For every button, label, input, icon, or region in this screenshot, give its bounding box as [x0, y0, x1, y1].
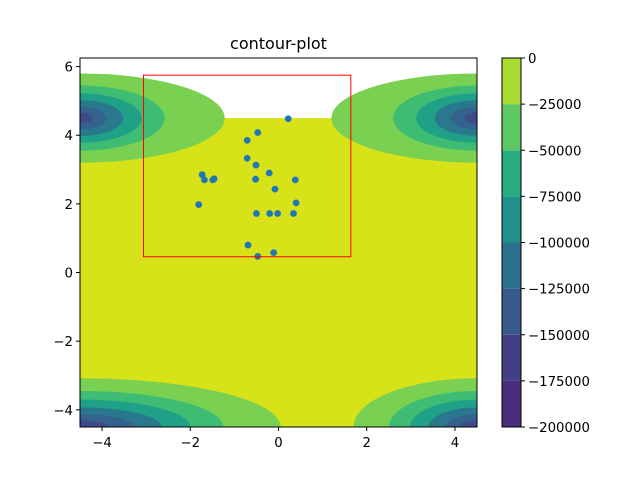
- colorbar-tick-label: −100000: [528, 237, 590, 252]
- scatter-point-16: [253, 210, 260, 217]
- colorbar-tick-label: −125000: [528, 283, 590, 298]
- scatter-point-10: [210, 175, 218, 183]
- contour-band-top-left-5: [80, 106, 107, 130]
- colorbar-cell-2: [502, 334, 521, 381]
- contour-band-bottom-left-6: [80, 420, 109, 427]
- colorbar-cell-5: [502, 196, 521, 243]
- colorbar-tick-label: −75000: [528, 190, 581, 205]
- colorbar-cell-7: [502, 104, 521, 151]
- y-tick-label: 2: [65, 198, 73, 213]
- y-tick-label: −2: [53, 335, 73, 350]
- y-axis-ticks: −4 −2 0 2 4 6: [53, 61, 80, 419]
- scatter-point-3: [243, 136, 251, 144]
- x-tick-label: 4: [451, 436, 459, 451]
- scatter-point-1: [284, 115, 292, 123]
- scatter-points: [195, 115, 300, 260]
- scatter-point-4: [243, 154, 251, 162]
- scatter-point-18: [274, 210, 282, 217]
- y-tick-label: 4: [65, 129, 73, 144]
- colorbar-tick-label: −200000: [528, 421, 590, 436]
- scatter-point-13: [271, 185, 279, 193]
- colorbar-ticks: −200000 −175000 −150000 −125000 −100000 −7500…: [521, 52, 590, 436]
- scatter-point-15: [292, 199, 300, 207]
- y-tick-label: −4: [53, 404, 73, 419]
- colorbar-tick-label: −50000: [528, 144, 581, 159]
- contour-base-fill: [80, 118, 477, 427]
- colorbar-cell-4: [502, 242, 521, 289]
- scatter-point-14: [195, 201, 203, 208]
- x-tick-label: 0: [274, 436, 282, 451]
- colorbar-cell-1: [502, 380, 521, 427]
- colorbar-tick-label: 0: [528, 52, 536, 67]
- colorbar-cells: [502, 58, 521, 427]
- colorbar-tick-label: −25000: [528, 98, 581, 113]
- highlight-rectangle: [143, 74, 352, 258]
- scatter-point-12: [291, 176, 299, 184]
- y-tick-label: 0: [65, 267, 73, 282]
- scatter-point-19: [290, 210, 297, 217]
- x-tick-label: −4: [92, 436, 112, 451]
- scatter-point-6: [265, 169, 273, 177]
- colorbar-tick-label: −175000: [528, 375, 590, 390]
- scatter-point-7: [198, 171, 206, 179]
- scatter-point-5: [252, 161, 260, 169]
- colorbar-cell-8: [502, 58, 521, 105]
- scatter-point-11: [252, 175, 259, 183]
- contour-band-top-left-6: [80, 112, 93, 124]
- x-tick-label: −2: [180, 436, 200, 451]
- colorbar: −200000 −175000 −150000 −125000 −100000 −7500…: [501, 52, 590, 436]
- scatter-point-2: [254, 129, 262, 136]
- scatter-point-8: [200, 176, 208, 184]
- colorbar-cell-6: [502, 150, 521, 197]
- x-axis-ticks: −4 −2 0 2 4: [92, 427, 459, 451]
- contour-band-bottom-right-6: [460, 420, 477, 427]
- scatter-point-20: [244, 241, 252, 249]
- plot-area: [80, 73, 477, 427]
- chart-title: contour-plot: [230, 34, 327, 53]
- contour-bands: [80, 73, 477, 427]
- contour-band-top-right-6: [464, 112, 477, 124]
- y-tick-label: 6: [65, 61, 73, 76]
- scatter-point-21: [270, 249, 278, 257]
- x-tick-label: 2: [362, 436, 370, 451]
- scatter-point-17: [266, 210, 274, 217]
- colorbar-cell-3: [502, 288, 521, 335]
- contour-band-top-right-5: [450, 106, 477, 130]
- colorbar-tick-label: −150000: [528, 329, 590, 344]
